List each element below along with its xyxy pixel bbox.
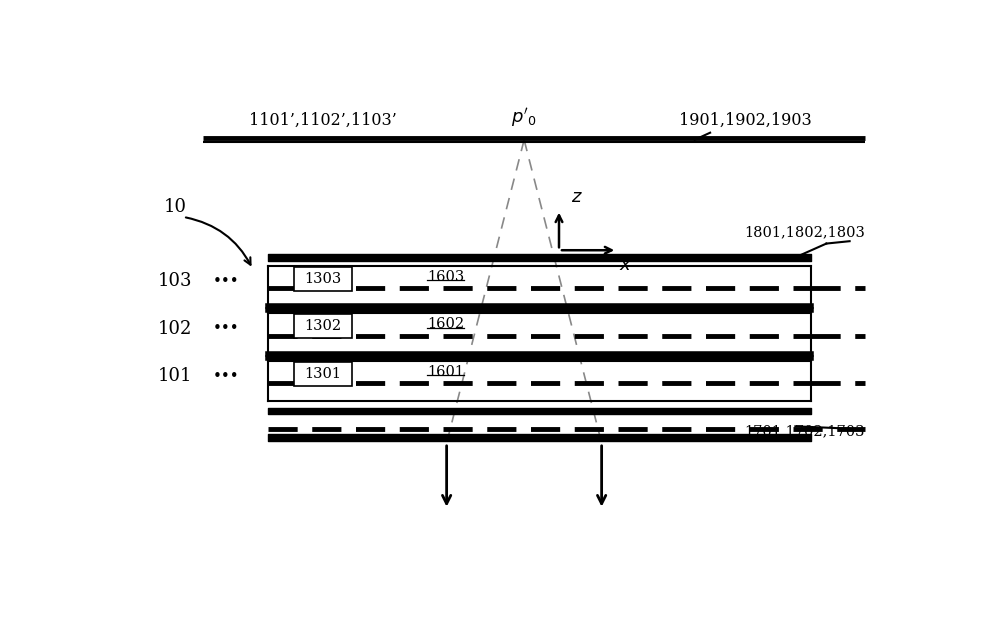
Text: 1303: 1303: [304, 272, 341, 286]
Text: 1101’,1102’,1103’: 1101’,1102’,1103’: [249, 112, 396, 129]
Text: 102: 102: [158, 320, 193, 338]
Bar: [294, 362, 352, 386]
Bar: [268, 266, 811, 306]
Text: $x$: $x$: [619, 256, 633, 274]
Text: 1901,1902,1903: 1901,1902,1903: [679, 112, 811, 129]
Text: •••: •••: [212, 274, 239, 289]
Text: 1301: 1301: [304, 367, 341, 381]
Bar: [294, 267, 352, 290]
Text: 1302: 1302: [304, 320, 341, 333]
Text: •••: •••: [212, 321, 239, 336]
Text: 1602: 1602: [427, 317, 464, 331]
Text: $p'_0$: $p'_0$: [511, 106, 537, 129]
Text: 1603: 1603: [427, 269, 464, 284]
Bar: [294, 315, 352, 338]
Text: 103: 103: [158, 272, 193, 290]
Text: $z$: $z$: [571, 188, 582, 206]
Text: 101: 101: [158, 367, 193, 386]
Text: 10: 10: [164, 198, 187, 216]
Text: •••: •••: [212, 369, 239, 384]
Text: 1701,1702,1703: 1701,1702,1703: [745, 424, 865, 438]
Text: 1801,1802,1803: 1801,1802,1803: [744, 226, 865, 240]
Text: 1601: 1601: [427, 365, 464, 379]
Bar: [268, 313, 811, 353]
Bar: [268, 361, 811, 401]
